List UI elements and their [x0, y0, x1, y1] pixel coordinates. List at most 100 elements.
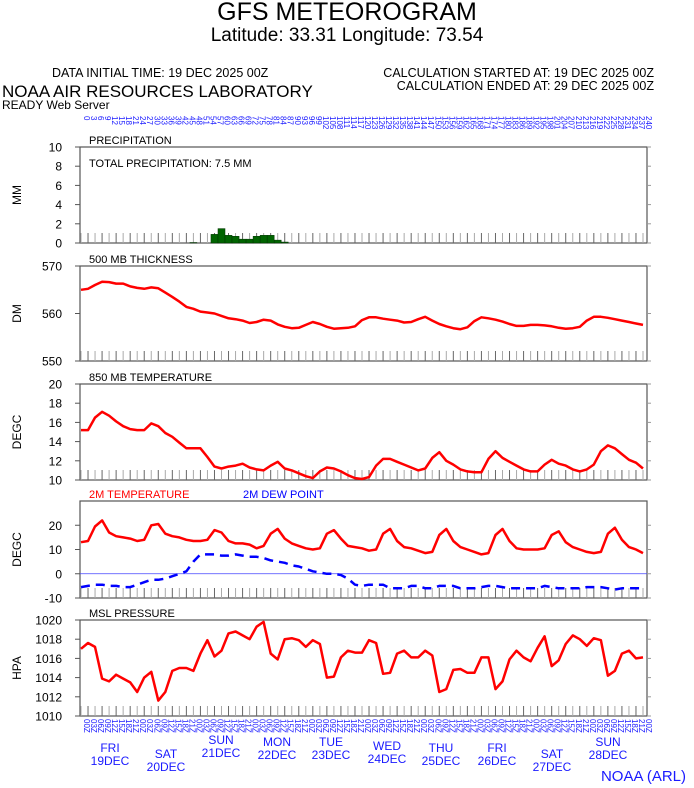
panel-title: 500 MB THICKNESS — [89, 254, 193, 266]
forecast-hour-label: 111 — [342, 116, 351, 129]
forecast-hour-label: 141 — [412, 116, 421, 130]
forecast-hour-label: 96 — [307, 116, 316, 125]
hour-label: 15Z — [567, 719, 576, 733]
hour-label: 15Z — [454, 719, 463, 733]
hour-label: 00Z — [363, 719, 372, 733]
hour-label: 15Z — [398, 719, 407, 733]
forecast-hour-label: 30 — [152, 116, 161, 125]
hour-label: 12Z — [166, 719, 175, 733]
forecast-hour-label: 216 — [588, 116, 597, 130]
day-name-label: MON — [263, 735, 291, 749]
panel-title: 850 MB TEMPERATURE — [89, 372, 212, 384]
forecast-hour-label: 33 — [159, 116, 168, 125]
hour-label: 09Z — [609, 719, 618, 733]
precip-bar — [245, 238, 254, 244]
y-tick-label: 10 — [49, 543, 63, 557]
day-name-label: SAT — [155, 747, 178, 761]
hour-label: 18Z — [630, 719, 639, 733]
day-date-label: 24DEC — [368, 752, 407, 766]
y-tick-label: 4 — [55, 198, 62, 212]
forecast-hour-label: 150 — [433, 116, 442, 130]
forecast-hour-label: 222 — [602, 116, 611, 130]
hour-label: 03Z — [89, 719, 98, 733]
precip-bar — [217, 228, 226, 244]
hour-label: 09Z — [103, 719, 112, 733]
y-axis-label: HPA — [10, 656, 24, 680]
precip-bar — [259, 235, 268, 244]
hour-label: 12Z — [335, 719, 344, 733]
forecast-hour-label: 87 — [286, 116, 295, 125]
day-date-label: 27DEC — [533, 760, 572, 774]
precipitation-total: TOTAL PRECIPITATION: 7.5 MM — [89, 158, 252, 170]
hour-label: 06Z — [489, 719, 498, 733]
forecast-hour-label: 153 — [440, 116, 449, 130]
hour-label: 15Z — [117, 719, 126, 733]
forecast-hour-label: 165 — [468, 116, 477, 130]
forecast-hour-label: 117 — [356, 116, 365, 129]
forecast-hour-label: 213 — [581, 116, 590, 130]
forecast-hour-label: 198 — [546, 116, 555, 130]
location-subtitle: Latitude: 33.31 Longitude: 73.54 — [210, 25, 484, 46]
y-tick-label: -10 — [45, 592, 63, 606]
forecast-hour-label: 81 — [272, 116, 281, 125]
hour-label: 03Z — [145, 719, 154, 733]
hour-label: 21Z — [187, 719, 196, 733]
y-axis-label: DEGC — [10, 414, 24, 449]
y-tick-label: 1014 — [35, 671, 62, 685]
forecast-hour-label: 27 — [145, 116, 154, 125]
hour-label: 15Z — [230, 719, 239, 733]
hour-label: 21Z — [525, 719, 534, 733]
hour-label: 21Z — [300, 719, 309, 733]
hour-label: 21Z — [131, 719, 140, 733]
chart-title: GFS METEOROGRAM — [217, 0, 477, 26]
hour-label: 18Z — [461, 719, 470, 733]
forecast-hour-label: 57 — [215, 116, 224, 125]
forecast-hour-label: 147 — [426, 116, 435, 130]
forecast-hour-label: 12 — [110, 116, 119, 125]
panel-frame — [79, 383, 648, 481]
y-tick-label: 1020 — [35, 614, 62, 628]
hour-label: 03Z — [482, 719, 491, 733]
forecast-hour-label: 195 — [539, 116, 548, 130]
hour-label: 09Z — [384, 719, 393, 733]
day-name-label: SAT — [541, 747, 564, 761]
forecast-hour-label: 156 — [447, 116, 456, 130]
hour-label: 09Z — [553, 719, 562, 733]
hour-label: 21Z — [581, 719, 590, 733]
hour-label: 12Z — [616, 719, 625, 733]
forecast-hour-label: 18 — [124, 116, 133, 125]
forecast-hour-label: 21 — [131, 116, 140, 125]
precip-bar — [252, 236, 261, 244]
hour-label: 12Z — [279, 719, 288, 733]
day-date-label: 20DEC — [147, 760, 186, 774]
forecast-hour-label: 225 — [609, 116, 618, 130]
forecast-hour-label: 51 — [201, 116, 210, 125]
forecast-hour-label: 177 — [496, 116, 505, 130]
day-date-label: 26DEC — [478, 754, 517, 768]
forecast-hour-label: 36 — [166, 116, 175, 125]
hour-label: 09Z — [440, 719, 449, 733]
y-tick-label: 1012 — [35, 690, 62, 704]
forecast-hour-label: 105 — [328, 116, 337, 130]
forecast-hour-label: 207 — [567, 116, 576, 130]
y-tick-label: 14 — [49, 435, 63, 449]
forecast-hour-label: 45 — [187, 116, 196, 125]
series-line-t2m — [80, 519, 644, 556]
y-tick-label: 18 — [49, 397, 63, 411]
hour-label: 12Z — [504, 719, 513, 733]
y-tick-label: 1016 — [35, 652, 62, 666]
hour-label: 00Z — [251, 719, 260, 733]
panel-frame — [79, 146, 648, 244]
y-tick-label: 2 — [55, 217, 62, 231]
forecast-hour-label: 204 — [560, 116, 569, 130]
y-tick-label: 1018 — [35, 633, 62, 647]
y-tick-label: 10 — [49, 141, 63, 155]
forecast-hour-label: 0 — [82, 116, 91, 121]
forecast-hour-label: 123 — [370, 116, 379, 130]
forecast-hour-label: 132 — [391, 116, 400, 130]
precip-bar — [224, 235, 233, 244]
hour-label: 12Z — [110, 719, 119, 733]
hour-label: 15Z — [511, 719, 520, 733]
server-name: READY Web Server — [2, 98, 110, 112]
forecast-hour-label: 24 — [138, 116, 147, 125]
